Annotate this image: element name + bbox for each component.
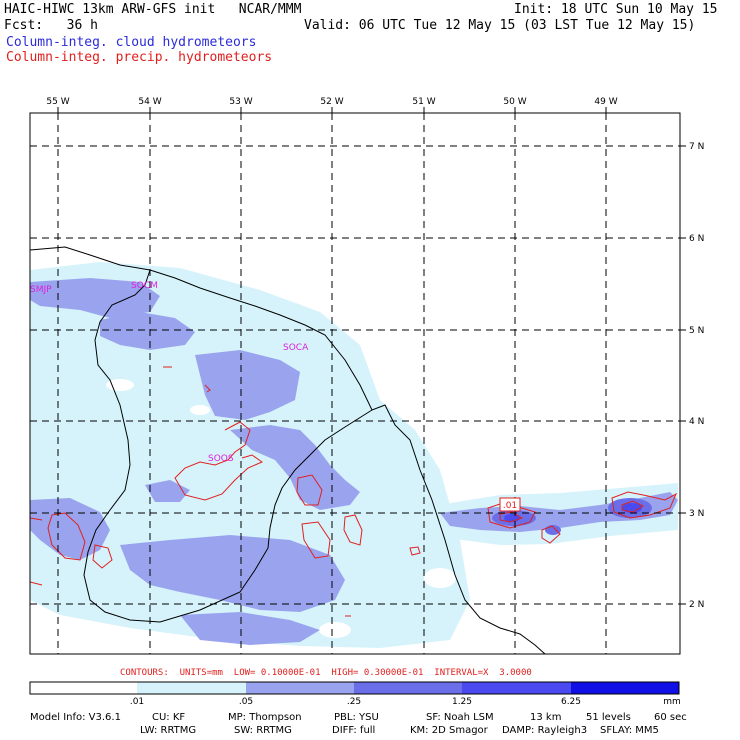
contour-label-box: [499, 497, 521, 512]
model-info-line1: Model Info: V3.6.1 CU: KF MP: Thompson P…: [30, 712, 710, 724]
hydrometeor-field: [30, 113, 680, 654]
model-info-sflay: SFLAY: MM5: [600, 725, 659, 736]
plot-frame: [29, 112, 681, 655]
header-forecast-hour: Fcst: 36 h: [4, 18, 98, 33]
model-info-cu: CU: KF: [152, 712, 186, 723]
station-label-soos: SOOS: [208, 454, 234, 464]
header-valid-time: Valid: 06 UTC Tue 12 May 15 (03 LST Tue …: [304, 18, 696, 33]
lat-label: 4 N: [689, 417, 704, 427]
model-info-levels: 51 levels: [586, 712, 631, 723]
lat-label: 2 N: [689, 600, 704, 610]
model-info-km: KM: 2D Smagor: [410, 725, 488, 736]
model-info-mp: MP: Thompson: [228, 712, 302, 723]
lon-label: 49 W: [594, 97, 617, 107]
precip-contours: [30, 366, 678, 617]
colorbar-label: .01: [130, 697, 144, 707]
lon-label: 54 W: [138, 97, 161, 107]
legend-cloud-hydrometeors: Column-integ. cloud hydrometeors: [6, 35, 257, 50]
legend-precip-hydrometeors: Column-integ. precip. hydrometeors: [6, 50, 273, 65]
colorbar-label: 1.25: [452, 697, 472, 707]
station-label-soca: SOCA: [283, 343, 309, 353]
header-init-time: Init: 18 UTC Sun 10 May 15: [514, 2, 718, 17]
lat-label: 7 N: [689, 142, 704, 152]
station-label-socm: SOCM: [131, 281, 158, 291]
lat-label: 3 N: [689, 509, 704, 519]
model-info-sw: SW: RRTMG: [234, 725, 292, 736]
model-info-resolution: 13 km: [530, 712, 562, 723]
lon-label: 55 W: [46, 97, 69, 107]
model-info-lw: LW: RRTMG: [140, 725, 197, 736]
colorbar-units: mm: [663, 697, 681, 707]
colorbar-label: .05: [239, 697, 253, 707]
lon-label: 52 W: [320, 97, 343, 107]
model-info-line2: LW: RRTMG SW: RRTMG DIFF: full KM: 2D Sm…: [30, 725, 710, 737]
colorbar: [29, 681, 680, 695]
lat-lon-grid: [30, 113, 680, 654]
lon-label: 50 W: [503, 97, 526, 107]
lon-label: 51 W: [412, 97, 435, 107]
colorbar-label: .25: [347, 697, 361, 707]
model-info-damp: DAMP: Rayleigh3: [502, 725, 588, 736]
lat-label: 5 N: [689, 326, 704, 336]
coastline-and-borders: [30, 246, 546, 654]
model-info-pbl: PBL: YSU: [334, 712, 379, 723]
model-info-timestep: 60 sec: [654, 712, 687, 723]
contours-info: CONTOURS: UNITS=mm LOW= 0.10000E-01 HIGH…: [120, 668, 532, 678]
lon-label: 53 W: [229, 97, 252, 107]
lat-label: 6 N: [689, 234, 704, 244]
model-info-version: Model Info: V3.6.1: [30, 712, 121, 723]
model-info-sf: SF: Noah LSM: [426, 712, 494, 723]
axis-ticks: [57, 107, 686, 605]
header-title: HAIC-HIWC 13km ARW-GFS init NCAR/MMM: [4, 2, 302, 17]
station-label-smjp: SMJP: [30, 285, 52, 295]
model-info-diff: DIFF: full: [332, 725, 376, 736]
contour-label: .01: [503, 501, 517, 511]
colorbar-label: 6.25: [561, 697, 581, 707]
